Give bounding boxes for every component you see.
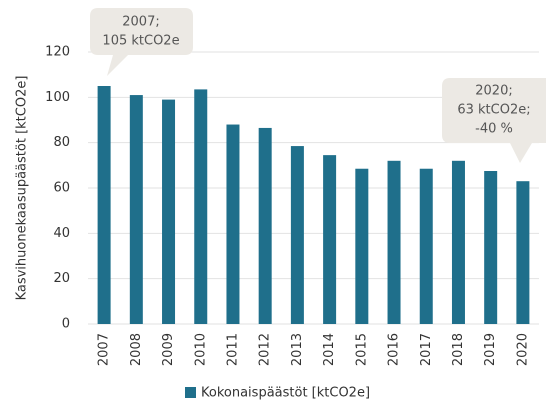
x-tick-label: 2020 — [515, 333, 530, 366]
bar — [451, 160, 465, 324]
bar — [484, 171, 498, 324]
annotation: 2020; — [475, 84, 512, 99]
x-tick-label: 2016 — [387, 333, 402, 366]
bar — [97, 86, 111, 324]
bar — [258, 127, 272, 324]
legend-swatch — [185, 387, 196, 398]
annotation: 105 ktCO2e — [102, 34, 179, 49]
bar — [162, 99, 176, 324]
y-tick-label: 120 — [45, 45, 70, 60]
x-tick-label: 2014 — [322, 333, 337, 366]
y-tick-label: 0 — [62, 317, 70, 332]
x-tick-label: 2012 — [258, 333, 273, 366]
y-tick-label: 40 — [53, 226, 70, 241]
annotation: 63 ktCO2e; — [457, 103, 530, 118]
bar — [290, 146, 304, 324]
x-tick-label: 2008 — [129, 333, 144, 366]
bar — [194, 89, 208, 325]
x-tick-label: 2007 — [97, 333, 112, 366]
x-tick-label: 2017 — [419, 333, 434, 366]
callout — [442, 78, 546, 163]
x-tick-label: 2011 — [225, 333, 240, 366]
bar — [419, 168, 433, 324]
bar — [226, 124, 240, 325]
bar — [355, 168, 369, 324]
y-tick-label: 20 — [53, 271, 70, 286]
bar — [129, 95, 143, 324]
bar — [323, 155, 337, 324]
x-tick-label: 2019 — [483, 333, 498, 366]
annotation: 2007; — [122, 15, 159, 30]
y-tick-label: 80 — [53, 135, 70, 150]
bar — [387, 160, 401, 324]
y-axis-label: Kasvihuonekaasupäästöt [ktCO2e] — [15, 76, 30, 301]
annotation: -40 % — [475, 122, 513, 137]
bar — [516, 181, 530, 324]
x-tick-label: 2013 — [290, 333, 305, 366]
legend-label: Kokonaispäästöt [ktCO2e] — [201, 386, 370, 401]
y-tick-label: 100 — [45, 90, 70, 105]
x-tick-label: 2010 — [193, 333, 208, 366]
callout — [90, 8, 193, 76]
x-tick-label: 2018 — [451, 333, 466, 366]
x-tick-label: 2009 — [161, 333, 176, 366]
x-tick-label: 2015 — [354, 333, 369, 366]
y-tick-label: 60 — [53, 181, 70, 196]
